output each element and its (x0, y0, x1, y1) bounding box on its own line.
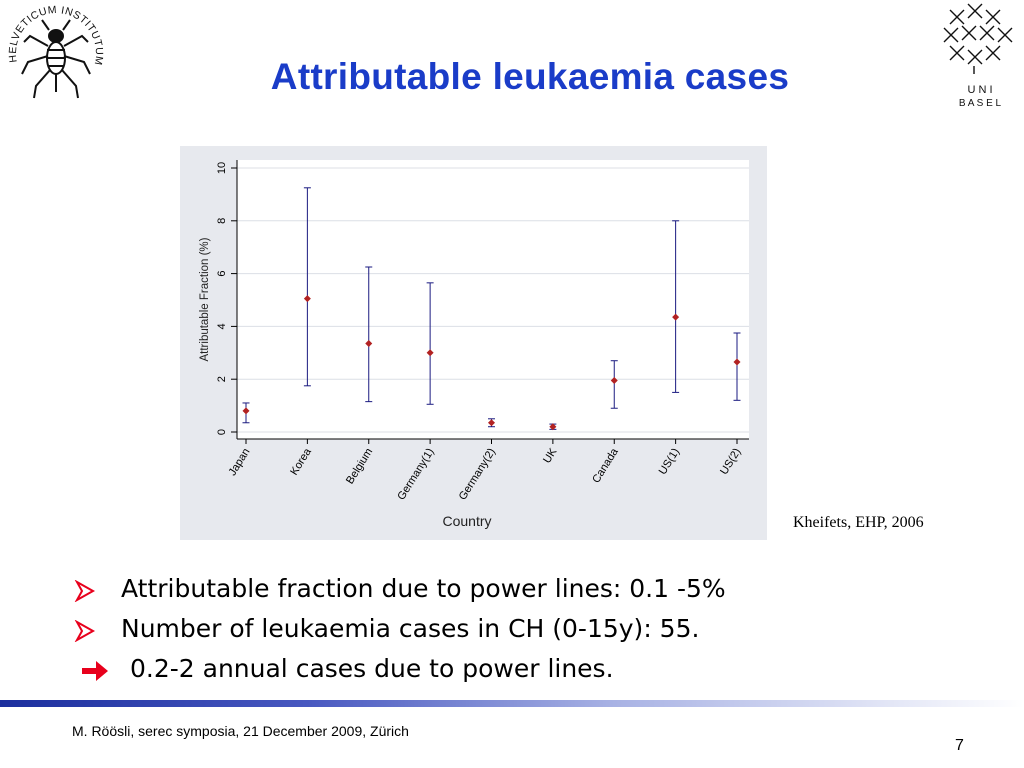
uni-basel-logo: U N I B A S E L (943, 3, 1013, 109)
data-point (610, 377, 618, 385)
x-tick-label: US(1) (657, 446, 682, 477)
attributable-fraction-chart: 0 2 4 6 8 10 Attributable Fraction (%) Japan Kor… (199, 160, 749, 529)
y-tick-label: 6 (216, 271, 228, 277)
x-tick-label: US(2) (718, 446, 743, 477)
y-tick-label: 4 (216, 323, 228, 329)
right-arrow-icon (82, 661, 108, 681)
data-point (672, 313, 680, 321)
x-tick-label: Japan (226, 446, 252, 478)
mosquito-icon (21, 19, 91, 99)
data-point (303, 295, 311, 303)
page-number: 7 (955, 737, 964, 754)
x-axis-label: Country (442, 513, 491, 529)
data-point (242, 407, 250, 415)
arrowhead-bullet-icon (74, 580, 96, 602)
arrowhead-bullet-icon (74, 620, 96, 642)
basel-pattern-icon (943, 3, 1013, 74)
data-point (365, 340, 373, 348)
plot-area (237, 160, 749, 439)
conclusion-text: 0.2-2 annual cases due to power lines. (130, 654, 614, 683)
y-tick-label: 2 (216, 376, 228, 382)
y-tick-label: 0 (216, 429, 228, 435)
y-tick-label: 8 (216, 218, 228, 224)
bullet-text: Attributable fraction due to power lines… (121, 574, 726, 603)
y-axis-label: Attributable Fraction (%) (199, 237, 211, 361)
x-tick-label: Korea (288, 445, 314, 477)
data-point (733, 358, 741, 366)
y-tick-label: 10 (216, 162, 228, 174)
x-tick-label: Germany(1) (395, 446, 436, 502)
citation: Kheifets, EHP, 2006 (793, 514, 924, 531)
x-tick-label: Belgium (344, 446, 375, 486)
x-tick-label: Germany(2) (457, 446, 498, 502)
x-tick-label: UK (541, 446, 560, 466)
data-point (549, 423, 557, 431)
footer-text: M. Röösli, serec symposia, 21 December 2… (72, 723, 409, 739)
chart-panel: 0 2 4 6 8 10 Attributable Fraction (%) Japan Kor… (180, 146, 767, 540)
x-tick-label: Canada (590, 445, 621, 485)
footer-bar (0, 700, 1024, 707)
slide-title: Attributable leukaemia cases (270, 56, 790, 97)
data-point (488, 419, 495, 427)
basel-label: B A S E L (959, 98, 1002, 109)
bullet-text: Number of leukaemia cases in CH (0-15y):… (121, 614, 700, 643)
swiss-tph-logo: HELVETICUM INSTITUTUM TROPOLOGICUM (0, 0, 105, 99)
uni-label: U N I (967, 84, 992, 96)
data-point (426, 349, 434, 357)
